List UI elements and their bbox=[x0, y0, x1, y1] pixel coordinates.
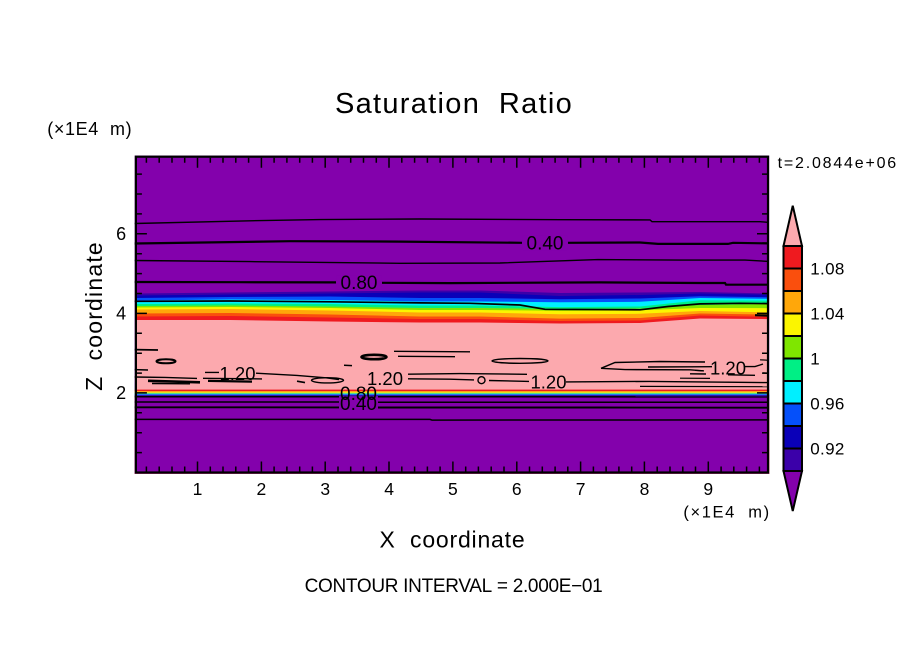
svg-text:8: 8 bbox=[640, 479, 650, 499]
svg-text:3: 3 bbox=[320, 479, 330, 499]
svg-text:1.04: 1.04 bbox=[810, 305, 844, 324]
svg-text:1: 1 bbox=[810, 350, 820, 369]
svg-text:4: 4 bbox=[116, 304, 126, 324]
svg-text:Z coordinate: Z coordinate bbox=[81, 241, 107, 391]
svg-text:0.40: 0.40 bbox=[527, 234, 564, 255]
svg-text:2: 2 bbox=[257, 479, 267, 499]
svg-text:0.40: 0.40 bbox=[340, 394, 377, 415]
svg-text:X coordinate: X coordinate bbox=[380, 527, 526, 553]
svg-text:1: 1 bbox=[193, 479, 203, 499]
svg-text:1.20: 1.20 bbox=[710, 358, 746, 379]
svg-text:5: 5 bbox=[448, 479, 458, 499]
svg-text:6: 6 bbox=[116, 224, 126, 244]
svg-text:1.20: 1.20 bbox=[530, 371, 566, 392]
svg-text:6: 6 bbox=[512, 479, 522, 499]
svg-text:0.80: 0.80 bbox=[341, 273, 378, 294]
svg-text:1.08: 1.08 bbox=[810, 260, 844, 279]
svg-text:(×1E4 m): (×1E4 m) bbox=[683, 504, 770, 522]
svg-text:0.80: 0.80 bbox=[340, 384, 377, 405]
svg-text:2: 2 bbox=[116, 383, 126, 403]
svg-text:0.96: 0.96 bbox=[810, 395, 844, 414]
svg-text:7: 7 bbox=[576, 479, 586, 499]
svg-text:t=2.0844e+06: t=2.0844e+06 bbox=[778, 155, 898, 172]
svg-text:(×1E4 m): (×1E4 m) bbox=[47, 119, 132, 139]
svg-text:9: 9 bbox=[703, 479, 713, 499]
svg-text:CONTOUR INTERVAL = 2.000E−01: CONTOUR INTERVAL = 2.000E−01 bbox=[305, 576, 603, 597]
svg-text:1.20: 1.20 bbox=[367, 368, 403, 389]
svg-text:4: 4 bbox=[384, 479, 394, 499]
svg-text:Saturation Ratio: Saturation Ratio bbox=[335, 88, 573, 120]
svg-text:0.92: 0.92 bbox=[810, 440, 844, 459]
svg-text:1.20: 1.20 bbox=[219, 363, 255, 384]
